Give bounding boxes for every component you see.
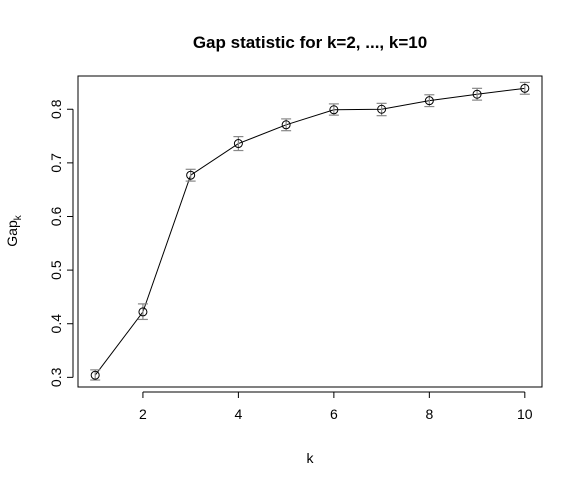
y-axis-label-main: Gap [4, 220, 20, 247]
x-tick-label: 8 [425, 406, 433, 422]
y-axis-label-subscript: k [13, 214, 24, 220]
y-tick-label: 0.5 [48, 260, 64, 280]
chart-title: Gap statistic for k=2, ..., k=10 [193, 33, 427, 52]
x-axis-label: k [307, 450, 315, 466]
x-tick-label: 6 [330, 406, 338, 422]
x-tick-label: 4 [234, 406, 242, 422]
series-layer [90, 82, 530, 380]
y-tick-label: 0.3 [48, 367, 64, 387]
x-tick-label: 2 [139, 406, 147, 422]
x-axis: 2 4 6 8 10 [139, 392, 533, 422]
y-axis: 0.3 0.4 0.5 0.6 0.7 0.8 [48, 99, 73, 387]
plot-frame [78, 76, 542, 387]
y-tick-label: 0.4 [48, 314, 64, 334]
y-axis-label: Gapk [4, 214, 24, 246]
y-tick-label: 0.7 [48, 153, 64, 173]
y-tick-label: 0.8 [48, 99, 64, 119]
x-tick-label: 10 [517, 406, 533, 422]
series-line [95, 88, 525, 375]
y-tick-label: 0.6 [48, 207, 64, 227]
